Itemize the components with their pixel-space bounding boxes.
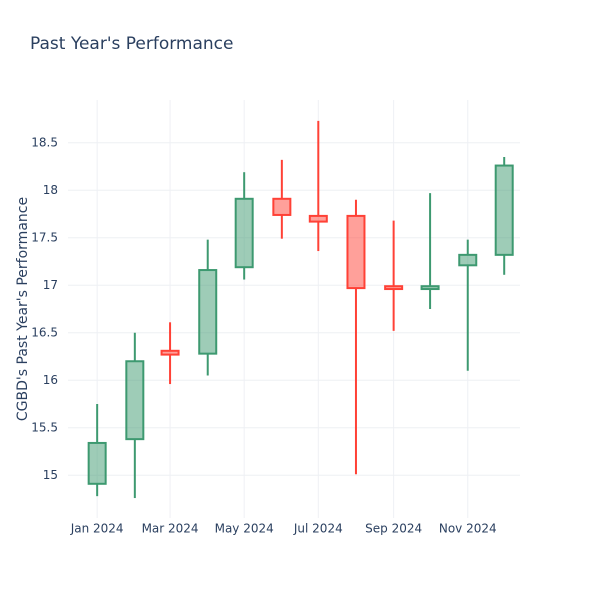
y-tick-label: 15.5 bbox=[31, 420, 58, 434]
y-axis-title: CGBD's Past Year's Performance bbox=[15, 197, 31, 421]
y-tick-label: 18.5 bbox=[31, 135, 58, 149]
y-tick-label: 18 bbox=[43, 183, 58, 197]
x-tick-label: Nov 2024 bbox=[439, 522, 497, 536]
candle-body bbox=[125, 360, 145, 441]
candle-body bbox=[458, 253, 478, 267]
candle-body bbox=[198, 269, 218, 355]
x-tick-label: Mar 2024 bbox=[142, 522, 199, 536]
y-tick-label: 17 bbox=[43, 278, 58, 292]
candle-body bbox=[87, 441, 107, 485]
y-tick-label: 17.5 bbox=[31, 230, 58, 244]
x-tick-label: Jul 2024 bbox=[293, 522, 343, 536]
candle-body bbox=[494, 164, 514, 256]
candle-body bbox=[420, 285, 440, 291]
chart-title: Past Year's Performance bbox=[30, 34, 234, 54]
y-tick-label: 16 bbox=[43, 373, 58, 387]
y-tick-label: 15 bbox=[43, 468, 58, 482]
x-tick-label: Sep 2024 bbox=[365, 522, 422, 536]
candle-body bbox=[160, 349, 180, 356]
x-tick-label: Jan 2024 bbox=[70, 522, 124, 536]
candle-body bbox=[346, 214, 366, 290]
y-tick-label: 16.5 bbox=[31, 325, 58, 339]
candle-body bbox=[234, 197, 254, 269]
x-tick-label: May 2024 bbox=[215, 522, 274, 536]
candle-body bbox=[272, 197, 292, 216]
candle-body bbox=[384, 285, 404, 291]
candle-body bbox=[308, 214, 328, 223]
